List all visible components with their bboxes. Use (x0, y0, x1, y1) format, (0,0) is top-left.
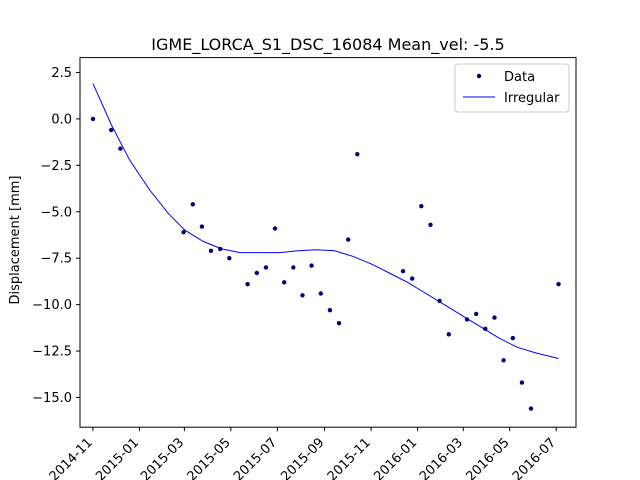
data-point (336, 321, 342, 326)
data-point (464, 317, 470, 322)
data-point (218, 246, 223, 252)
data-point (90, 116, 96, 122)
data-point (556, 282, 561, 287)
y-tick-label: −10.0 (32, 298, 72, 313)
data-point (254, 270, 259, 276)
data-point (245, 282, 250, 287)
y-tick-label: −15.0 (32, 391, 72, 406)
fit-line-irregular (92, 83, 559, 359)
data-point (300, 293, 305, 298)
data-point (437, 298, 442, 304)
data-point (199, 224, 205, 229)
plot-frame (79, 57, 577, 428)
data-point (474, 311, 479, 317)
y-axis-label: Displacement [mm] (8, 176, 23, 305)
data-point (446, 332, 451, 337)
data-point (400, 269, 406, 274)
data-points-layer (90, 116, 561, 411)
data-point (318, 291, 323, 296)
x-axis-ticks: 2014-112015-012015-032015-052015-072015-… (47, 427, 559, 480)
x-tick-label: 2015-11 (325, 435, 374, 480)
legend-box (454, 63, 570, 113)
data-point (410, 276, 415, 281)
chart-title: IGME_LORCA_S1_DSC_16084 Mean_vel: -5.5 (151, 35, 504, 55)
data-point (428, 222, 433, 227)
x-tick-label: 2014-11 (47, 435, 96, 480)
y-tick-label: −7.5 (40, 252, 72, 267)
data-point (510, 335, 515, 341)
data-point (272, 226, 278, 231)
x-tick-label: 2015-09 (278, 435, 327, 480)
data-point (519, 380, 525, 385)
legend-label-irregular: Irregular (504, 91, 560, 106)
y-tick-label: 0.0 (51, 112, 72, 127)
data-point (528, 406, 534, 411)
data-point (227, 256, 232, 261)
x-tick-label: 2016-07 (510, 435, 559, 480)
x-tick-label: 2015-07 (231, 435, 280, 480)
data-point (181, 230, 186, 235)
data-point (190, 202, 195, 207)
data-point (355, 152, 360, 157)
legend: Data Irregular (454, 63, 570, 113)
legend-marker-data (476, 73, 482, 79)
data-point (282, 280, 287, 285)
x-tick-label: 2016-01 (371, 435, 420, 480)
data-point (501, 358, 506, 363)
data-point (291, 265, 296, 270)
fit-line-layer (92, 83, 559, 359)
data-point (109, 127, 114, 133)
x-tick-label: 2016-03 (417, 435, 466, 480)
legend-label-data: Data (504, 70, 535, 85)
data-point (483, 326, 488, 331)
x-tick-label: 2015-05 (185, 435, 234, 480)
data-point (263, 265, 269, 270)
y-tick-label: −12.5 (32, 345, 72, 360)
y-tick-label: −5.0 (40, 205, 72, 220)
x-tick-label: 2016-05 (464, 435, 513, 480)
y-tick-label: −2.5 (40, 159, 72, 174)
y-tick-label: 2.5 (51, 66, 72, 81)
data-point (492, 315, 497, 320)
x-tick-label: 2015-03 (138, 435, 187, 480)
data-point (419, 204, 424, 209)
data-point (118, 146, 123, 151)
data-point (309, 263, 314, 268)
data-point (327, 308, 333, 313)
data-point (346, 237, 351, 242)
x-tick-label: 2015-01 (93, 435, 142, 480)
data-point (208, 248, 214, 253)
y-axis-ticks: 2.5 0.0 −2.5 −5.0 −7.5 −10.0 −12.5 −15.0 (32, 66, 80, 406)
